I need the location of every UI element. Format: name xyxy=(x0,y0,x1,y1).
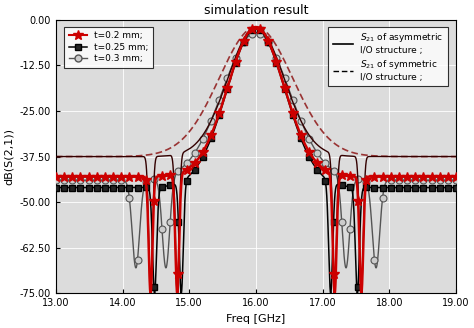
Y-axis label: dB(S(2,1)): dB(S(2,1)) xyxy=(4,128,14,185)
Legend: $S_{21}$ of asymmetric
I/O structure ;, $S_{21}$ of symmetric
I/O structure ;: $S_{21}$ of asymmetric I/O structure ;, … xyxy=(328,27,447,86)
Title: simulation result: simulation result xyxy=(204,4,308,17)
X-axis label: Freq [GHz]: Freq [GHz] xyxy=(226,314,285,324)
